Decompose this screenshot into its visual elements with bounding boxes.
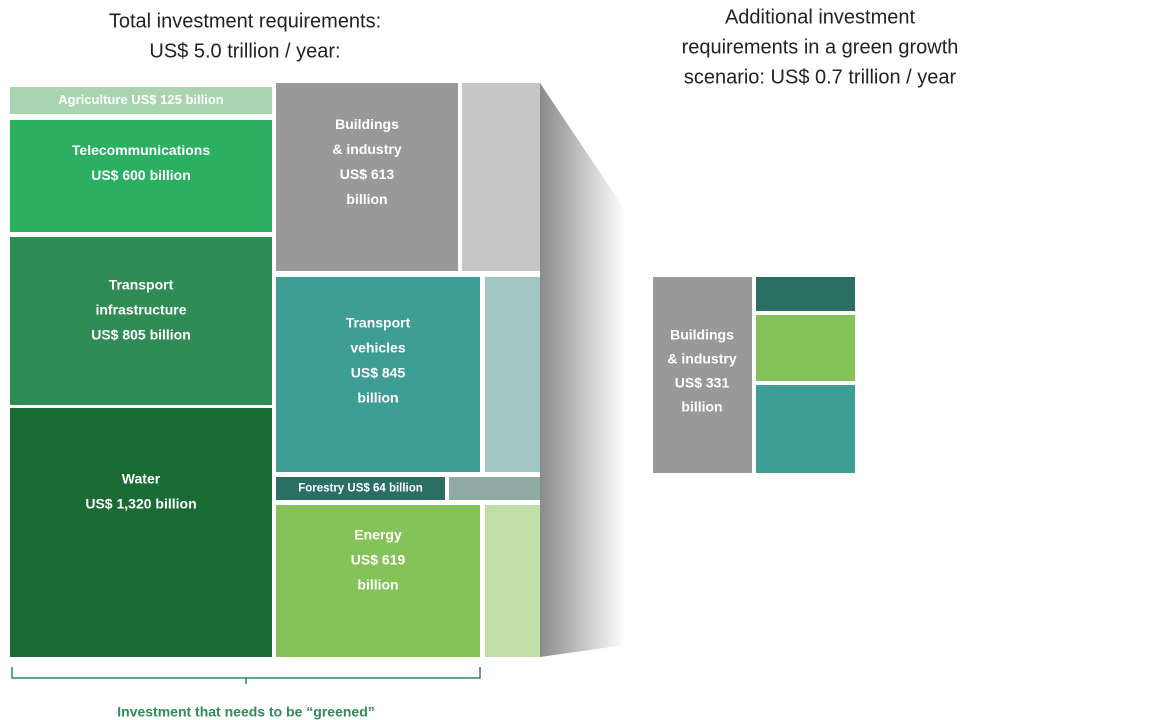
label: billion [681, 399, 722, 415]
label: Total investment requirements: [109, 10, 381, 32]
block-label: infrastructure [95, 302, 186, 318]
block [485, 505, 540, 657]
block-label: US$ 1,320 billion [85, 496, 196, 512]
block [653, 277, 752, 473]
label: scenario: US$ 0.7 trillion / year [684, 66, 957, 88]
block-label: US$ 805 billion [91, 327, 191, 343]
block-label: Telecommunications [72, 142, 210, 158]
zoom-wedge [540, 83, 625, 657]
block [10, 408, 272, 657]
label: & industry [667, 351, 736, 367]
block-label: vehicles [350, 340, 405, 356]
block-label: Transport [109, 277, 174, 293]
bracket [11, 667, 481, 684]
block [276, 83, 458, 271]
block-label: Agriculture US$ 125 billion [58, 92, 223, 107]
block [485, 277, 540, 472]
block-label: billion [346, 191, 387, 207]
bracket-label: Investment that needs to be “greened” [117, 704, 375, 720]
label: Transport vehicles US$ 187 billion [864, 417, 1091, 433]
block-label: Forestry US$ 64 billion [298, 483, 423, 495]
block-label: US$ 619 [351, 552, 406, 568]
block [10, 237, 272, 405]
block-label: Transport [346, 315, 411, 331]
block [756, 277, 855, 311]
label: Additional investment [725, 6, 916, 28]
block [449, 477, 540, 500]
block [276, 277, 480, 472]
label: requirements in a green growth [682, 36, 959, 58]
block [10, 120, 272, 232]
block-label: Buildings [335, 116, 399, 132]
block-label: US$ 613 [340, 166, 395, 182]
block-label: Energy [354, 527, 402, 543]
label: Forestry US$ 40 billion [864, 286, 1016, 302]
block [276, 477, 445, 500]
block [462, 83, 540, 271]
label: US$ 331 [675, 375, 730, 391]
block-label: Water [122, 471, 161, 487]
block-label: billion [357, 390, 398, 406]
label: Buildings [670, 327, 734, 343]
block [276, 505, 480, 657]
block-label: & industry [332, 141, 401, 157]
label: Energy US$ 139 billion [864, 337, 1015, 353]
block-label: billion [357, 577, 398, 593]
block [756, 385, 855, 473]
label: US$ 5.0 trillion / year: [149, 40, 340, 62]
block-label: US$ 845 [351, 365, 406, 381]
block-label: US$ 600 billion [91, 167, 191, 183]
block [756, 315, 855, 381]
block [10, 87, 272, 114]
